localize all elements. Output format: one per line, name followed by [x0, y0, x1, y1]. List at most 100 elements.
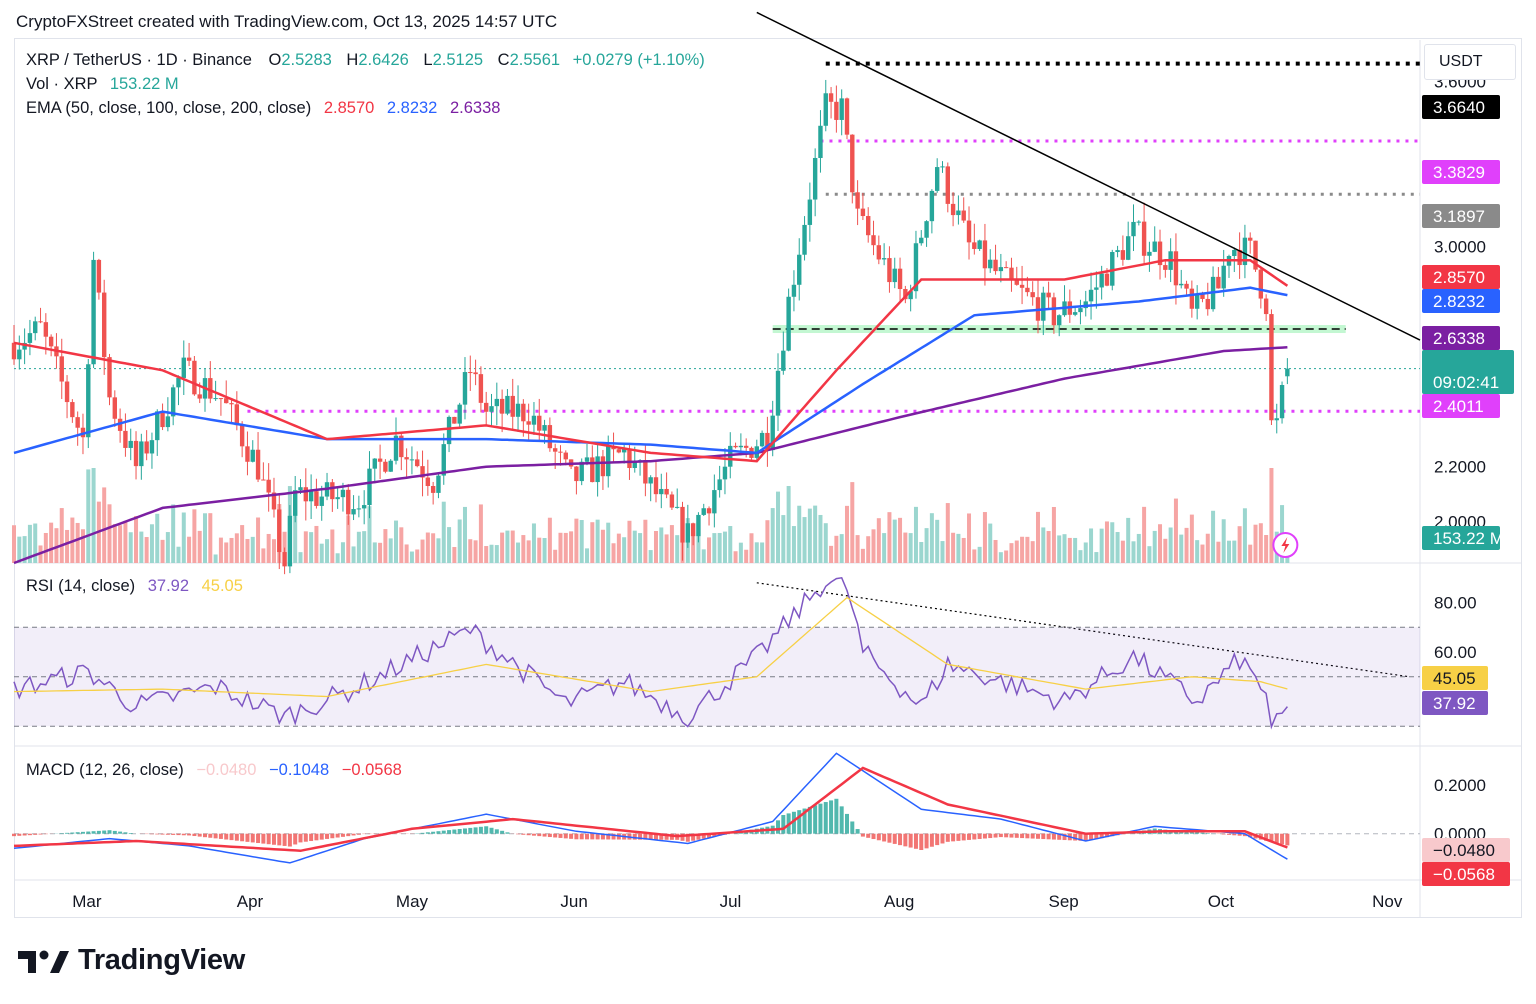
candle-body — [669, 494, 675, 508]
macd-hist-bar — [149, 833, 154, 835]
candle-body — [229, 403, 234, 405]
candle-body — [733, 445, 738, 448]
macd-hist-bar — [1057, 833, 1062, 840]
volume-bar — [54, 528, 59, 563]
volume-bar — [537, 537, 542, 563]
macd-hist-bar — [356, 833, 361, 835]
volume-bar — [1126, 517, 1131, 563]
volume-label[interactable]: Vol · XRP — [26, 75, 98, 93]
macd-hist-bar — [1274, 833, 1279, 844]
volume-bar — [12, 525, 16, 563]
tradingview-logo[interactable]: TradingView — [18, 944, 245, 977]
macd-hist-bar — [638, 833, 643, 840]
volume-bar — [967, 513, 972, 563]
volume-bar — [988, 523, 993, 563]
volume-bar — [431, 533, 436, 563]
candle-body — [303, 487, 309, 502]
volume-bar — [1035, 511, 1040, 563]
candle-body — [468, 372, 473, 374]
macd-hist-bar — [298, 833, 303, 843]
volume-bar — [234, 533, 239, 563]
volume-bar — [802, 517, 807, 563]
price-legend: XRP / TetherUS · 1D · Binance O2.5283 H2… — [26, 51, 705, 70]
macd-hist-bar — [128, 833, 133, 834]
volume-bar — [844, 505, 849, 563]
macd-hist-bar — [685, 833, 690, 842]
candle-body — [255, 449, 261, 480]
macd-hist-bar — [340, 833, 345, 837]
candle-body — [319, 496, 324, 506]
macd-hist-bar — [123, 832, 128, 834]
volume-bar — [935, 519, 940, 563]
macd-hist-bar — [892, 833, 897, 844]
volume-bar — [627, 520, 632, 563]
macd-hist-bar — [484, 826, 489, 834]
candle-body — [950, 203, 956, 216]
candle-body — [621, 449, 627, 453]
month-label-jun: Jun — [560, 892, 587, 911]
price-badge-text: 2.4011 — [1433, 397, 1484, 416]
candle-body — [1285, 368, 1290, 377]
candle-body — [600, 456, 606, 477]
volume-bar — [266, 533, 271, 563]
candle-body — [117, 418, 123, 431]
candle-body — [123, 430, 128, 448]
candle-body — [372, 458, 377, 469]
macd-hist-bar — [256, 833, 261, 844]
macd-hist-bar — [691, 833, 696, 841]
macd-hist-bar — [585, 833, 590, 840]
macd-legend: MACD (12, 26, close) −0.0480 −0.1048 −0.… — [26, 761, 402, 780]
volume-bar — [356, 531, 361, 563]
volume-bar — [754, 542, 759, 563]
candle-body — [1194, 293, 1200, 309]
macd-hist-bar — [75, 832, 80, 834]
rsi-badge-text: 37.92 — [1433, 694, 1476, 713]
price-badge-bg — [1422, 160, 1500, 184]
rsi-ma-line — [13, 596, 1288, 698]
candle-body — [1046, 292, 1051, 298]
symbol-title[interactable]: XRP / TetherUS · 1D · Binance — [26, 51, 252, 69]
rsi-label[interactable]: RSI (14, close) — [26, 577, 136, 595]
candle-body — [1141, 221, 1147, 256]
macd-hist-bar — [924, 833, 929, 849]
macd-line — [13, 752, 1288, 864]
volume-bar — [171, 504, 176, 563]
volume-bar — [1226, 540, 1231, 563]
candle-body — [377, 458, 383, 462]
volume-bar — [850, 482, 855, 563]
volume-bar — [898, 517, 903, 563]
candle-body — [1110, 252, 1115, 286]
macd-label[interactable]: MACD (12, 26, close) — [26, 761, 184, 779]
macd-hist-bar — [505, 832, 510, 834]
volume-bar — [696, 521, 701, 563]
volume-bar — [1073, 537, 1078, 563]
rsi-badge-bg — [1422, 666, 1488, 690]
macd-hist-bar — [457, 829, 462, 834]
macd-hist-bar — [653, 833, 658, 840]
candle-body — [1094, 287, 1099, 290]
volume-bar — [1232, 540, 1237, 563]
candle-body — [22, 342, 27, 350]
macd-hist-bar — [903, 833, 908, 847]
ema50-value: 2.8570 — [323, 99, 375, 117]
macd-hist-bar — [569, 833, 574, 839]
volume-bar — [744, 549, 749, 563]
volume-bar — [1067, 537, 1072, 563]
volume-bar — [91, 468, 96, 563]
volume-bar — [1258, 523, 1263, 563]
macd-hist-bar — [171, 833, 176, 835]
volume-bar — [733, 551, 738, 563]
macd-hist-bar — [187, 833, 192, 836]
ema-label[interactable]: EMA (50, close, 100, close, 200, close) — [26, 99, 312, 117]
volume-bar — [675, 535, 680, 563]
macd-hist-bar — [489, 827, 494, 834]
volume-bar — [770, 508, 775, 563]
candle-body — [1179, 283, 1184, 286]
month-label-sep: Sep — [1049, 892, 1079, 911]
volume-bar — [505, 530, 510, 563]
currency-selector[interactable]: USDT — [1424, 44, 1516, 80]
volume-bar — [1248, 544, 1253, 563]
volume-bar — [547, 517, 552, 563]
candle-body — [738, 445, 744, 448]
